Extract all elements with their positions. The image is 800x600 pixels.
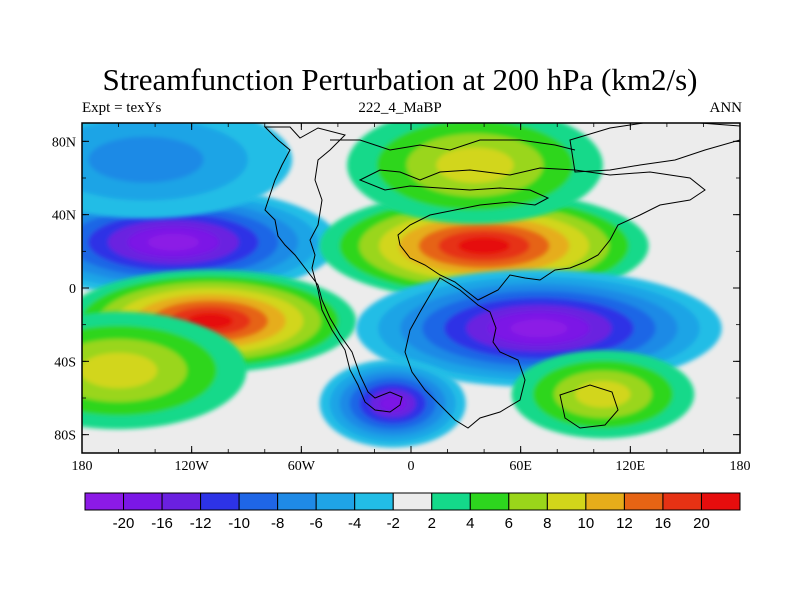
colorbar-swatch (546, 492, 587, 511)
colorbar-label: -8 (271, 515, 284, 532)
colorbar-label: -6 (310, 515, 323, 532)
colorbar-label: -12 (190, 515, 212, 532)
colorbar-label: 6 (505, 515, 513, 532)
y-tick-label: 0 (69, 282, 76, 297)
left-label: Expt = texYs (82, 100, 162, 116)
contour-level (88, 136, 204, 183)
colorbar-label: 20 (693, 515, 710, 532)
colorbar-label: -4 (348, 515, 361, 532)
axes: 180 120W 60W 0 60E 120E 180 80N 40N 0 40S 80S (52, 123, 751, 474)
field-blob (511, 350, 695, 439)
y-tick-label: 80N (52, 135, 76, 150)
colorbar-swatch (277, 492, 317, 511)
colorbar-label: 16 (655, 515, 672, 532)
contour-level (147, 233, 200, 251)
colorbar-swatch (623, 492, 664, 511)
colorbar-label: -2 (387, 515, 400, 532)
right-label: ANN (709, 100, 743, 116)
center-label: 222_4_MaBP (358, 100, 442, 116)
field-blob (82, 311, 247, 430)
x-tick-label: 180 (730, 459, 751, 474)
y-tick-label: 80S (54, 429, 76, 444)
chart-title: Streamfunction Perturbation at 200 hPa (… (102, 62, 698, 97)
y-tick-label: 40S (54, 355, 76, 370)
colorbar-label: -16 (151, 515, 173, 532)
contour-field (82, 123, 722, 448)
colorbar-label: 8 (543, 515, 551, 532)
colorbar-swatch (161, 492, 202, 511)
field-blob (82, 123, 293, 219)
colorbar-swatch (315, 492, 356, 511)
colorbar-swatch (431, 492, 471, 511)
contour-level (436, 147, 514, 183)
colorbar-swatch (84, 492, 125, 511)
y-tick-label: 40N (52, 209, 76, 224)
field-blob (347, 123, 603, 224)
x-tick-label: 120E (616, 459, 646, 474)
coastlines (263, 123, 740, 429)
contour-level (82, 352, 158, 389)
colorbar-swatch (354, 492, 394, 511)
x-tick-label: 60E (509, 459, 532, 474)
colorbar-swatch (662, 492, 702, 511)
colorbar-swatch (585, 492, 625, 511)
colorbar-label: -10 (228, 515, 250, 532)
x-tick-label: 120W (175, 459, 210, 474)
contour-level (510, 319, 568, 338)
colorbar: -20 -16 -12 -10 -8 -6 -4 -2 2 4 6 8 10 12 16 20 (84, 492, 741, 532)
colorbar-swatch (392, 492, 433, 511)
colorbar-swatch (238, 492, 279, 511)
x-tick-label: 180 (72, 459, 93, 474)
colorbar-label: 10 (578, 515, 595, 532)
contour-level (575, 381, 631, 408)
colorbar-swatch (200, 492, 240, 511)
colorbar-label: 12 (616, 515, 633, 532)
colorbar-swatch (123, 492, 163, 511)
colorbar-label: 4 (466, 515, 474, 532)
x-tick-label: 0 (408, 459, 415, 474)
colorbar-swatch (700, 492, 741, 511)
colorbar-label: 2 (428, 515, 436, 532)
contour-level (458, 237, 510, 255)
x-tick-label: 60W (288, 459, 316, 474)
colorbar-swatch (469, 492, 510, 511)
field-blob (319, 359, 466, 448)
colorbar-label: -20 (113, 515, 135, 532)
colorbar-swatch (508, 492, 548, 511)
contour-level (379, 395, 406, 412)
